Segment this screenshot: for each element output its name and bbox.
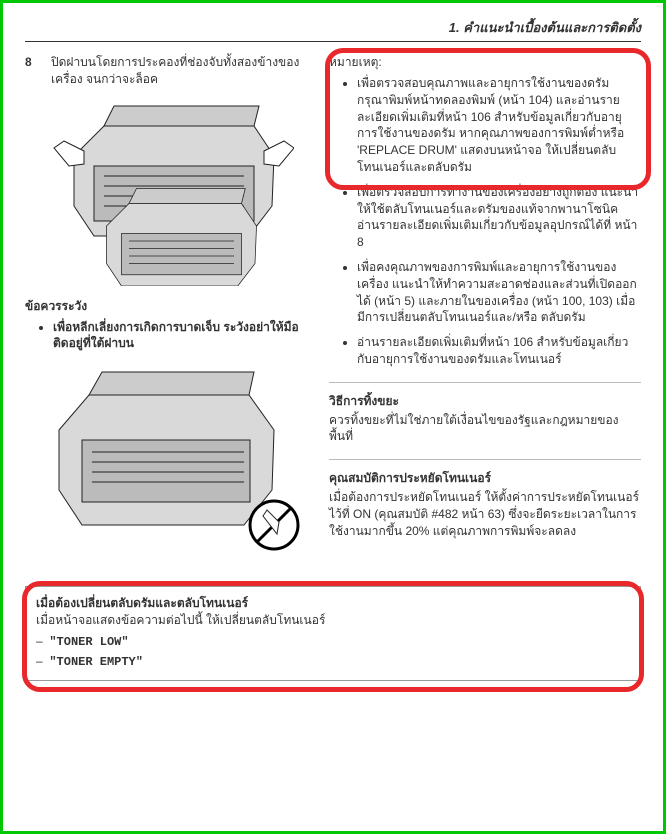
- replace-title: เมื่อต้องเปลี่ยนตลับดรัมและตลับโทนเนอร์: [36, 595, 630, 612]
- message-item: – "TONER EMPTY": [36, 653, 630, 671]
- note-title: หมายเหตุ:: [329, 54, 641, 71]
- note-item: เพื่อตรวจสอบคุณภาพและอายุการใช้งานของดรั…: [357, 75, 641, 176]
- illustration-top: [25, 96, 313, 286]
- replace-box: เมื่อต้องเปลี่ยนตลับดรัมและตลับโทนเนอร์ …: [25, 586, 641, 681]
- replace-body: เมื่อหน้าจอแสดงข้อความต่อไปนี้ ให้เปลี่ย…: [36, 612, 630, 629]
- page-header: 1. คำแนะนำเบื้องต้นและการติดตั้ง: [25, 19, 641, 42]
- note-item: เพื่อคงคุณภาพของการพิมพ์และอายุการใช้งาน…: [357, 259, 641, 326]
- disposal-body: ควรทิ้งขยะที่ไม่ใช่ภายใต้เงื่อนไขของรัฐแ…: [329, 412, 641, 446]
- note-item: อ่านรายละเอียดเพิ่มเติมที่หน้า 106 สำหรั…: [357, 334, 641, 368]
- illustration-bottom: [25, 360, 313, 560]
- step-number: 8: [25, 54, 41, 88]
- disposal-title: วิธีการทิ้งขยะ: [329, 382, 641, 410]
- caution-item: เพื่อหลีกเลี่ยงการเกิดการบาดเจ็บ ระวังอย…: [53, 319, 313, 353]
- toner-body: เมื่อต้องการประหยัดโทนเนอร์ ให้ตั้งค่ากา…: [329, 489, 641, 539]
- step-text: ปิดฝาบนโดยการประคองที่ช่องจับทั้งสองข้าง…: [51, 54, 313, 88]
- note-item: เพื่อตรวจสอบการทำงานของเครื่องอย่างถูกต้…: [357, 184, 641, 251]
- right-column: หมายเหตุ: เพื่อตรวจสอบคุณภาพและอายุการใช…: [329, 54, 641, 572]
- message-item: – "TONER LOW": [36, 633, 630, 651]
- toner-title: คุณสมบัติการประหยัดโทนเนอร์: [329, 459, 641, 487]
- two-columns: 8 ปิดฝาบนโดยการประคองที่ช่องจับทั้งสองข้…: [25, 54, 641, 572]
- step-8: 8 ปิดฝาบนโดยการประคองที่ช่องจับทั้งสองข้…: [25, 54, 313, 88]
- left-column: 8 ปิดฝาบนโดยการประคองที่ช่องจับทั้งสองข้…: [25, 54, 313, 572]
- message-list: – "TONER LOW" – "TONER EMPTY": [36, 633, 630, 671]
- caution-title: ข้อควรระวัง: [25, 298, 313, 315]
- page: 1. คำแนะนำเบื้องต้นและการติดตั้ง 8 ปิดฝา…: [0, 0, 666, 834]
- caution-list: เพื่อหลีกเลี่ยงการเกิดการบาดเจ็บ ระวังอย…: [53, 319, 313, 353]
- note-list: เพื่อตรวจสอบคุณภาพและอายุการใช้งานของดรั…: [357, 75, 641, 368]
